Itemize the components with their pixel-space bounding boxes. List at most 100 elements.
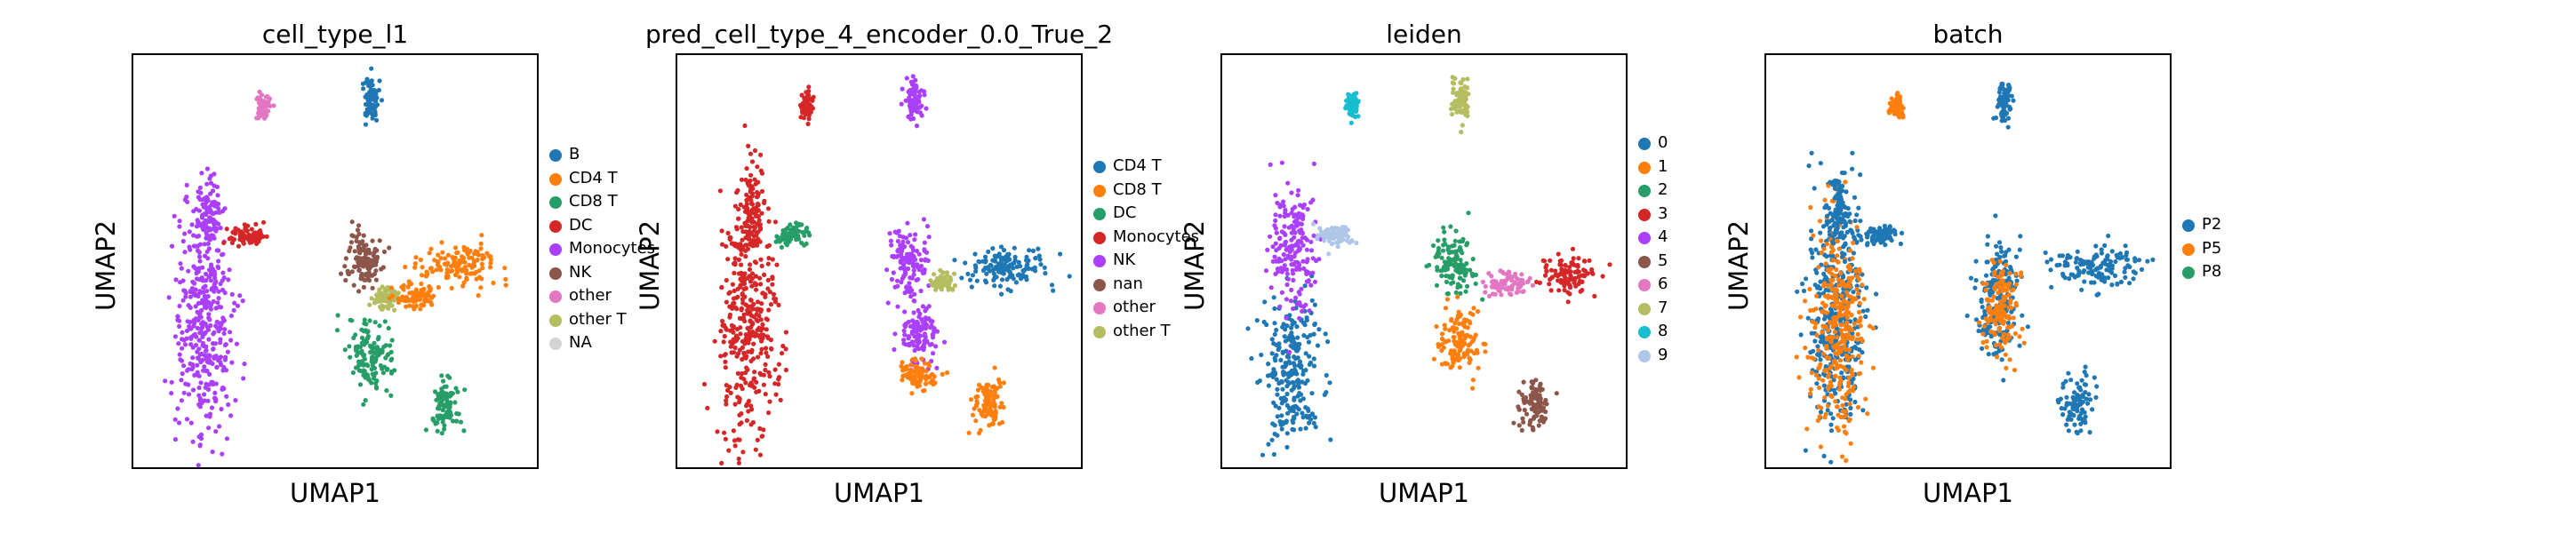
scatter-point — [216, 296, 221, 301]
scatter-point — [1464, 318, 1469, 323]
scatter-point — [897, 234, 903, 239]
scatter-point — [912, 298, 917, 304]
scatter-point — [419, 281, 424, 287]
scatter-point — [755, 164, 760, 170]
scatter-point — [224, 227, 229, 232]
scatter-point — [367, 302, 372, 307]
scatter-point — [918, 258, 924, 263]
scatter-point — [1283, 211, 1288, 216]
scatter-point — [366, 378, 372, 383]
scatter-point — [1460, 266, 1465, 272]
scatter-point — [926, 375, 932, 380]
scatter-point — [472, 271, 477, 276]
scatter-point — [1356, 114, 1361, 119]
scatter-point — [351, 234, 356, 239]
scatter-point — [172, 437, 178, 442]
scatter-point — [761, 382, 766, 387]
scatter-point — [447, 375, 452, 380]
scatter-point — [390, 293, 396, 298]
scatter-point — [904, 76, 909, 81]
legend-item: DC — [1093, 202, 1199, 226]
scatter-point — [1275, 386, 1280, 392]
legend-label: CD8 T — [569, 192, 618, 211]
scatter-point — [369, 66, 374, 71]
scatter-point — [264, 234, 269, 239]
scatter-point — [476, 274, 483, 280]
scatter-point — [1499, 281, 1504, 286]
legend-marker — [1093, 161, 1106, 173]
scatter-point — [1467, 355, 1472, 361]
scatter-point — [1300, 212, 1305, 218]
scatter-point — [365, 334, 372, 339]
scatter-point — [172, 417, 178, 422]
scatter-point — [200, 212, 205, 218]
scatter-point — [740, 229, 746, 235]
scatter-point — [965, 271, 971, 276]
scatter-point — [1297, 228, 1302, 234]
scatter-point — [427, 251, 432, 256]
scatter-point — [1447, 328, 1452, 333]
scatter-point — [914, 381, 919, 386]
scatter-point — [757, 275, 763, 281]
scatter-point — [918, 378, 924, 383]
cluster-points — [1480, 268, 1535, 298]
legend-item: NA — [549, 331, 655, 355]
scatter-point — [182, 197, 188, 203]
scatter-point — [740, 291, 745, 297]
scatter-point — [755, 194, 760, 199]
scatter-point — [455, 389, 460, 394]
legend-item: other T — [1093, 320, 1199, 344]
scatter-point — [199, 171, 204, 176]
scatter-point — [392, 307, 397, 313]
scatter-point — [1032, 265, 1037, 270]
scatter-point — [734, 382, 740, 387]
scatter-point — [1548, 258, 1553, 263]
scatter-point — [194, 334, 199, 339]
scatter-point — [384, 367, 390, 372]
scatter-point — [184, 182, 189, 187]
scatter-point — [1001, 248, 1007, 253]
scatter-point — [1281, 199, 1286, 204]
scatter-point — [212, 355, 217, 361]
scatter-point — [1033, 256, 1038, 261]
scatter-point — [912, 96, 917, 101]
scatter-point — [1305, 206, 1310, 212]
scatter-point — [442, 426, 447, 432]
scatter-point — [204, 271, 209, 277]
scatter-point — [184, 336, 189, 341]
scatter-point — [462, 387, 468, 393]
scatter-point — [765, 261, 771, 266]
scatter-point — [1296, 221, 1302, 227]
scatter-point — [743, 332, 748, 338]
scatter-point — [200, 357, 205, 362]
cluster-points — [899, 356, 950, 396]
scatter-point — [992, 283, 997, 289]
scatter-point — [977, 408, 982, 413]
scatter-point — [975, 387, 980, 393]
scatter-point — [806, 116, 812, 122]
scatter-point — [360, 352, 365, 357]
scatter-point — [743, 235, 748, 241]
scatter-point — [385, 353, 390, 358]
scatter-point — [983, 259, 988, 265]
legend-item: Monocytes — [1093, 226, 1199, 250]
scatter-point — [1284, 397, 1289, 402]
scatter-plot — [1245, 75, 1612, 457]
scatter-point — [1271, 341, 1276, 346]
scatter-point — [1249, 355, 1254, 362]
scatter-point — [908, 79, 914, 84]
scatter-point — [740, 246, 746, 251]
scatter-point — [1460, 322, 1466, 328]
scatter-point — [220, 319, 226, 324]
scatter-point — [208, 322, 213, 329]
scatter-point — [198, 380, 204, 386]
scatter-point — [343, 277, 348, 283]
scatter-point — [233, 398, 238, 403]
scatter-point — [1292, 243, 1297, 249]
scatter-point — [737, 315, 742, 321]
scatter-point — [746, 340, 751, 346]
scatter-point — [1307, 362, 1312, 367]
scatter-point — [1309, 391, 1315, 396]
scatter-point — [206, 312, 212, 317]
legend-item: other — [1093, 296, 1199, 320]
